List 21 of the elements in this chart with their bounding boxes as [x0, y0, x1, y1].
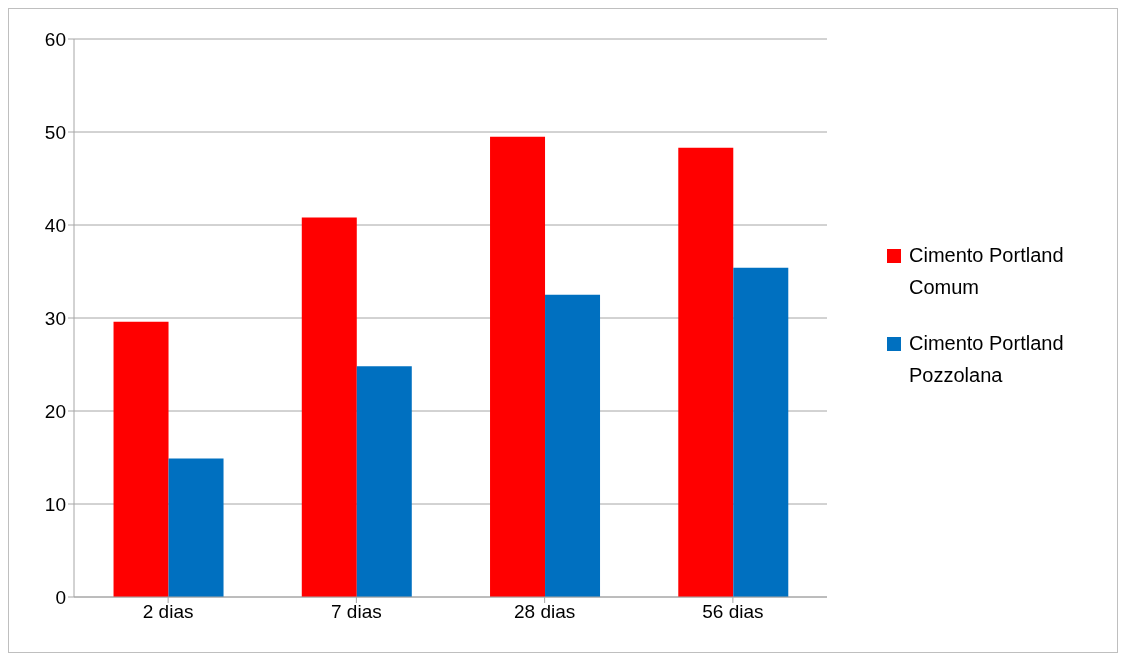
y-tick-label: 50 [44, 121, 66, 143]
y-tick-label: 0 [55, 586, 66, 608]
bar [168, 458, 224, 597]
bar [356, 366, 412, 597]
bar [678, 147, 734, 597]
bar [733, 267, 789, 597]
legend-label: Cimento Portland Pozzolana [909, 330, 1065, 388]
y-tick-label: 40 [44, 214, 66, 236]
bar [490, 136, 546, 597]
y-tick-label: 20 [44, 400, 66, 422]
bar [301, 217, 357, 597]
y-tick-label: 30 [44, 307, 66, 329]
x-tick-label: 28 dias [513, 601, 576, 623]
y-tick-label: 60 [44, 28, 66, 50]
x-tick-label: 56 dias [702, 601, 764, 623]
y-tick-label: 10 [44, 493, 66, 515]
x-tick-label: 7 dias [331, 601, 382, 623]
x-tick-label: 2 dias [142, 601, 194, 623]
legend-label: Cimento Portland Comum [909, 242, 1065, 300]
bar [113, 321, 169, 597]
bar [545, 294, 601, 597]
